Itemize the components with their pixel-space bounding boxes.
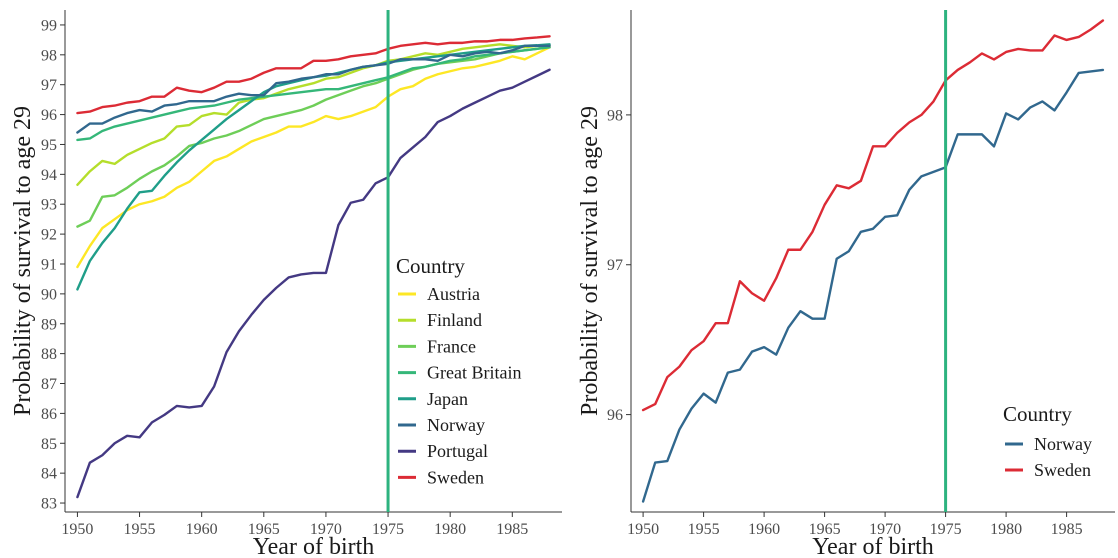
series-line-japan	[76, 43, 551, 291]
x-tick-label: 1965	[809, 521, 841, 538]
legend-label: Sweden	[1034, 460, 1091, 480]
x-tick-label: 1955	[688, 521, 720, 538]
legend-label: Sweden	[427, 467, 484, 487]
series-line-austria	[76, 46, 551, 269]
series-line-great-britain	[76, 46, 551, 142]
x-tick-label: 1975	[372, 521, 404, 538]
legend-label: Great Britain	[427, 363, 521, 383]
y-tick-label: 98	[41, 47, 57, 64]
x-tick-label: 1950	[627, 521, 659, 538]
y-tick-label: 92	[41, 227, 57, 244]
x-tick-label: 1970	[310, 521, 342, 538]
x-tick-label: 1950	[61, 521, 93, 538]
series-line-norway	[76, 44, 551, 134]
y-tick-label: 98	[607, 107, 623, 124]
legend-label: Japan	[427, 389, 468, 409]
series-line-sweden	[76, 35, 551, 115]
y-tick-label: 86	[41, 406, 57, 423]
series-line-portugal	[76, 68, 551, 499]
y-tick-label: 96	[41, 107, 57, 124]
x-tick-label: 1985	[1051, 521, 1083, 538]
series-line-finland	[76, 43, 551, 187]
y-tick-label: 97	[607, 257, 623, 274]
x-tick-label: 1970	[869, 521, 901, 538]
legend-label: France	[427, 336, 476, 356]
y-tick-label: 97	[41, 77, 57, 94]
y-tick-label: 89	[41, 316, 57, 333]
y-tick-label: 83	[41, 496, 57, 513]
y-tick-label: 95	[41, 137, 57, 154]
x-tick-label: 1960	[186, 521, 218, 538]
chart-panel-right: 96 97 98 1950 1955 1960 1965 1970 1975 1980 1985 Ye…	[577, 10, 1115, 558]
legend-label: Austria	[427, 284, 480, 304]
y-axis-title: Probability of survival to age 29	[10, 106, 36, 416]
x-tick-label: 1980	[990, 521, 1022, 538]
x-tick-label: 1960	[748, 521, 780, 538]
legend-label: Norway	[1034, 434, 1092, 454]
y-tick-label: 96	[607, 407, 623, 424]
y-tick-label: 88	[41, 346, 57, 363]
y-tick-label: 93	[41, 197, 57, 214]
legend-label: Norway	[427, 415, 485, 435]
x-tick-label: 1980	[434, 521, 466, 538]
y-tick-label: 99	[41, 17, 57, 34]
x-axis-title: Year of birth	[812, 534, 934, 558]
y-tick-label: 90	[41, 286, 57, 303]
y-tick-label: 94	[41, 167, 57, 184]
series-line-sweden	[641, 19, 1105, 412]
y-tick-label: 85	[41, 436, 57, 453]
series-line-france	[76, 44, 551, 228]
series-line-norway	[641, 68, 1105, 503]
y-axis-title: Probability of survival to age 29	[577, 106, 603, 416]
y-tick-label: 91	[41, 256, 57, 273]
x-tick-label: 1975	[930, 521, 962, 538]
chart-panel-left: 83 84 85 86 87 88 89 90 91 92 93 94 95 96 97 98 99 1950 19…	[10, 10, 562, 558]
legend-title: Country	[396, 254, 465, 278]
x-tick-label: 1955	[124, 521, 156, 538]
y-tick-label: 87	[41, 376, 57, 393]
legend-title: Country	[1003, 402, 1072, 426]
y-tick-label: 84	[41, 466, 57, 483]
x-tick-label: 1985	[496, 521, 528, 538]
x-axis-title: Year of birth	[253, 534, 375, 558]
legend-label: Finland	[427, 310, 482, 330]
legend-label: Portugal	[427, 441, 488, 461]
x-tick-label: 1965	[248, 521, 280, 538]
